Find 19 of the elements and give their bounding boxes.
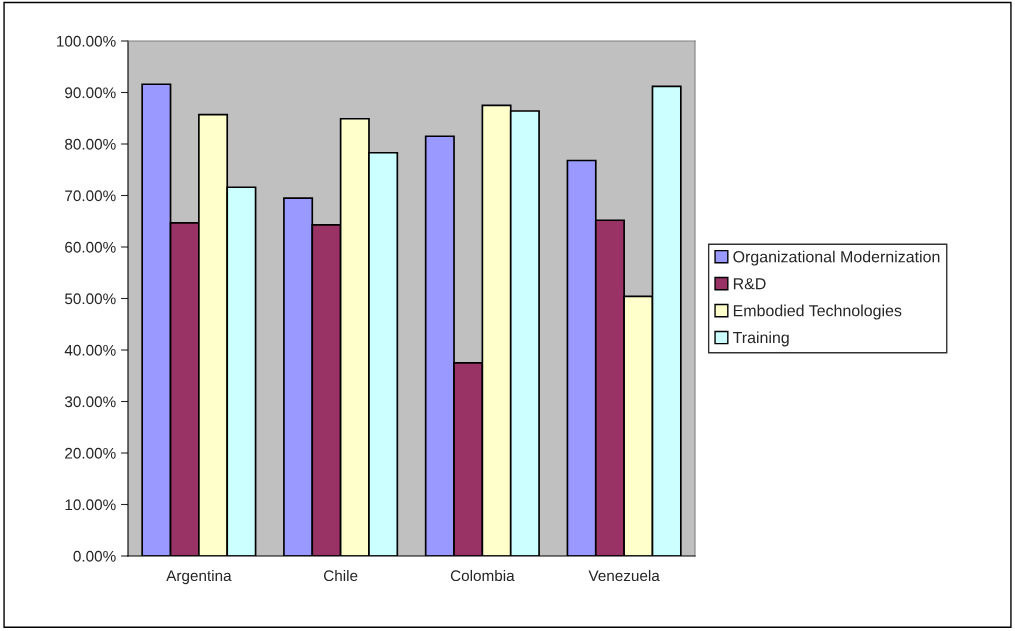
y-tick-label: 90.00% [65,87,116,99]
x-tick-label: Colombia [450,569,515,582]
legend-label: Organizational Modernization [733,250,940,266]
y-tick-label: 40.00% [64,344,116,356]
x-tick-label: Venezuela [588,569,660,582]
y-tick-label: 100.00% [57,35,116,47]
x-tick-label: Argentina [166,569,232,585]
y-tick-label: 60.00% [65,241,116,253]
y-tick-label: 80.00% [65,138,116,150]
legend-label: R&D [733,278,766,290]
y-tick-label: 70.00% [65,190,116,202]
legend-label: Training [732,331,789,347]
y-tick-label: 30.00% [64,396,116,408]
y-tick-label: 10.00% [65,499,116,511]
legend-label: Embodied Technologies [733,304,902,320]
y-tick-label: 50.00% [64,293,116,305]
x-tick-label: Chile [323,569,358,582]
y-tick-label: 0.00% [73,550,116,562]
y-tick-label: 20.00% [65,447,116,459]
